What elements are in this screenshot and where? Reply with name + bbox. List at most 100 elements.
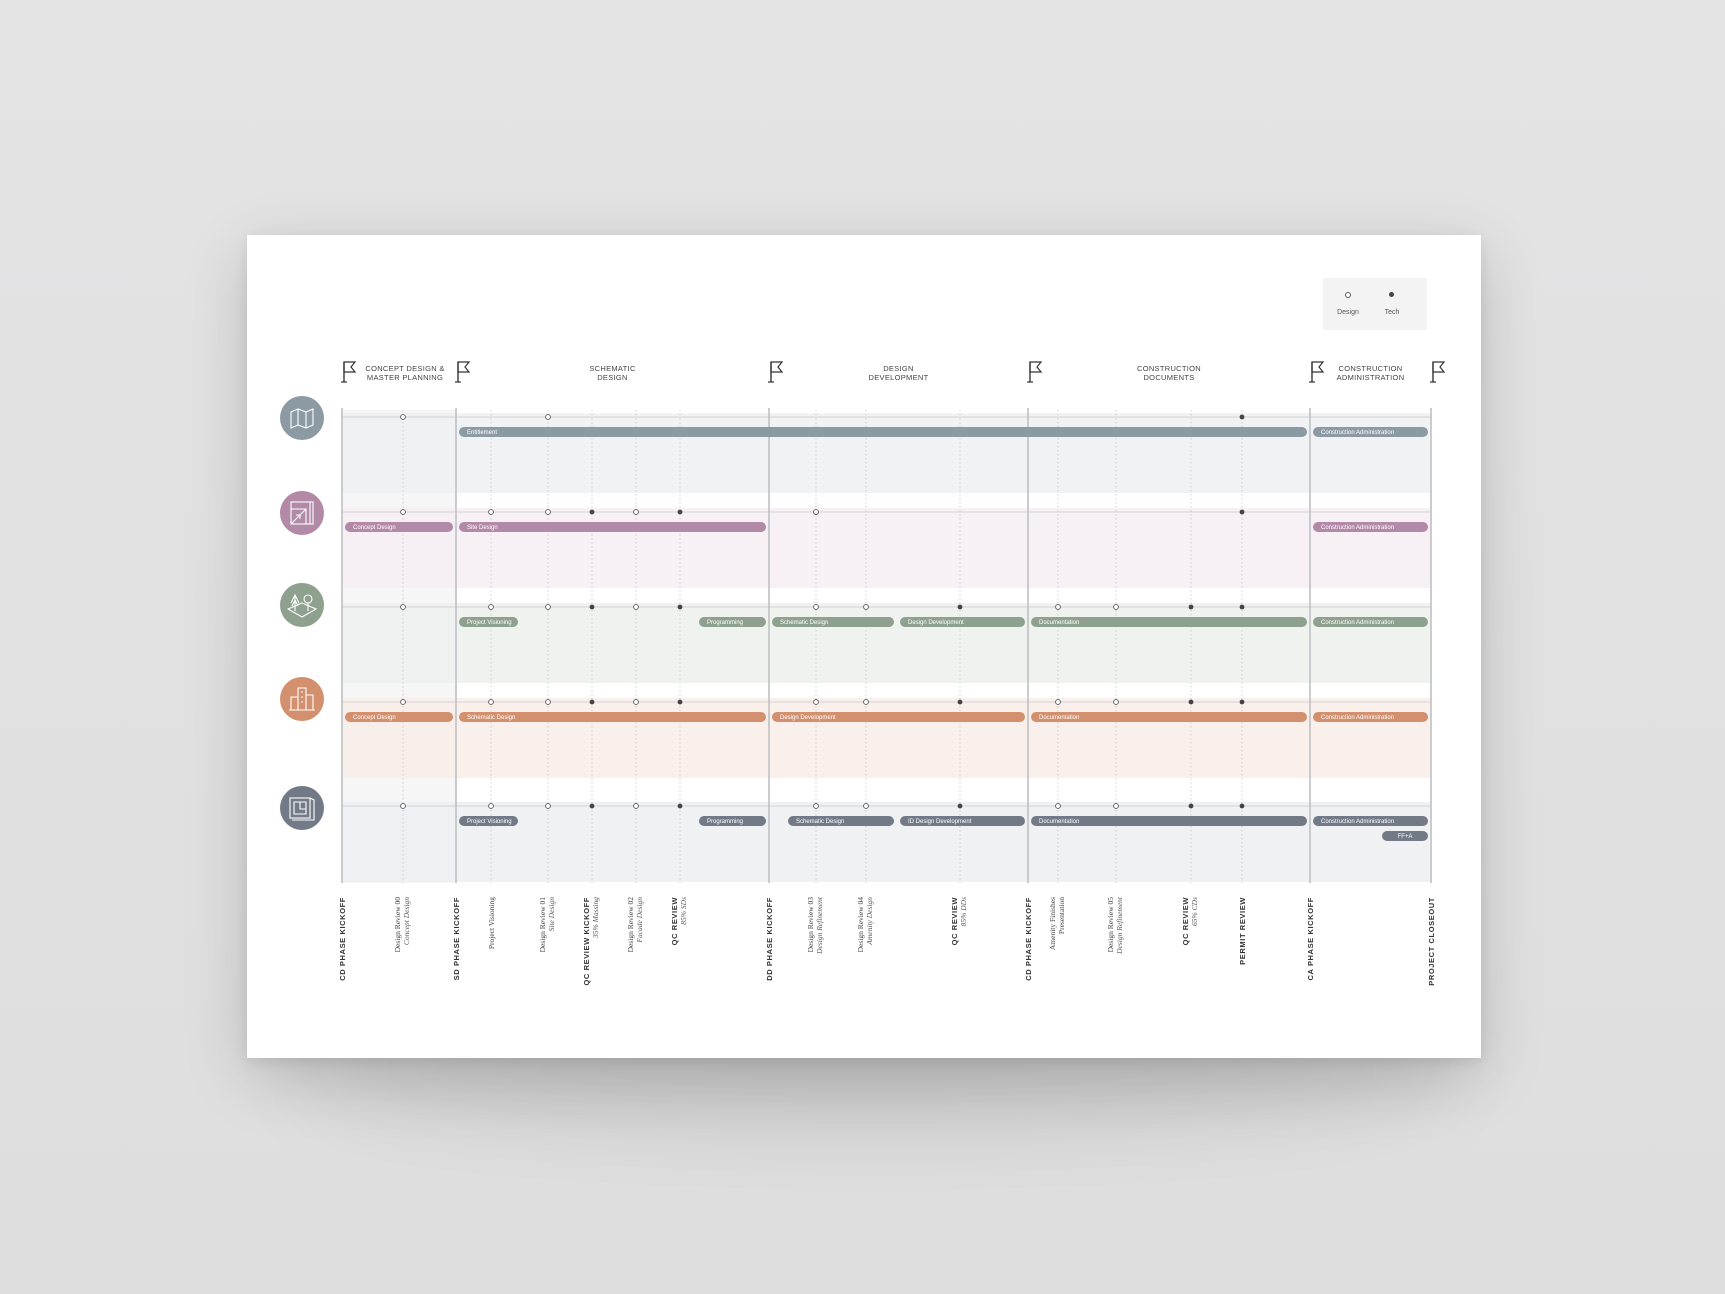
phase-bar: Construction Administration [1313,427,1428,437]
phase-label: SCHEMATIC [589,364,636,373]
design-milestone-marker [545,803,551,809]
tech-milestone-marker [1239,414,1245,420]
milestone-label: QC REVIEW KICKOFF 35% Massing [582,897,600,986]
milestone-name: Design Review 05 [1106,897,1115,953]
legend-item-tech: Tech [1367,278,1417,330]
milestone-name: QC REVIEW [670,897,679,946]
milestone-name: CA PHASE KICKOFF [1306,897,1315,981]
phase-label: DESIGN [597,373,628,382]
bar-label: Construction Administration [1321,715,1394,721]
design-milestone-marker [813,803,819,809]
milestone-subtitle: 85% SDs [679,897,688,925]
bar-label: Schematic Design [780,620,828,626]
phase-bar: Construction Administration [1313,617,1428,627]
bar-label: Design Development [908,620,964,626]
phase-bar: Schematic Design [772,617,894,627]
milestone-name: Design Review 02 [626,897,635,953]
bar-label: Design Development [780,715,836,721]
flag-icon [768,361,784,383]
design-milestone-marker [400,803,406,809]
bar-label: Concept Design [353,715,396,721]
bar-label: Project Visioning [467,819,512,825]
milestone-label: Amenity Finishes Presentation [1048,897,1066,950]
design-milestone-marker [1055,803,1061,809]
tech-milestone-marker [957,699,963,705]
design-milestone-marker [488,699,494,705]
milestone-name: DD PHASE KICKOFF [765,897,774,981]
bar-label: Programming [707,819,743,825]
design-milestone-marker [813,604,819,610]
milestone-subtitle: Presentation [1057,897,1066,934]
design-milestone-marker [545,509,551,515]
design-milestone-marker [1055,604,1061,610]
design-milestone-marker [633,699,639,705]
phase-bar: Schematic Design [459,712,766,722]
milestone-name: Project Visioning [487,897,496,949]
milestone-name: Design Review 04 [856,897,865,953]
tech-milestone-marker [1239,604,1245,610]
milestone-subtitle: Amenity Design [865,897,874,946]
tech-milestone-marker [677,604,683,610]
phase-bar: Construction Administration [1313,712,1428,722]
milestone-subtitle: 35% Massing [591,897,600,939]
bar-label: Construction Administration [1321,620,1394,626]
milestone-label: Design Review 05 Design Refinement [1106,896,1124,955]
legend-label: Tech [1384,309,1400,316]
milestone-name: PERMIT REVIEW [1238,897,1247,965]
design-milestone-marker [633,509,639,515]
tech-milestone-marker [1188,803,1194,809]
phase-bar: Design Development [900,617,1025,627]
milestone-name: SD PHASE KICKOFF [452,897,461,980]
bar-label: Programming [707,620,743,626]
milestone-name: Design Review 01 [538,897,547,953]
lane-band [342,698,1431,778]
timeline-sheet: Design Tech CONCEPT DESIGN & MASTER PLANN… [247,235,1481,1058]
map-icon [280,396,324,440]
milestone-subtitle: 85% DDs [959,897,968,926]
milestone-label: DD PHASE KICKOFF [765,897,774,981]
milestone-label: CD PHASE KICKOFF [338,897,347,981]
bar-label: Entitlement [467,430,497,436]
filled-dot-icon [1389,292,1394,297]
design-milestone-marker [863,803,869,809]
flag-icon [1027,361,1043,383]
phase-bar: Documentation [1031,816,1307,826]
legend: Design Tech [1323,278,1427,330]
open-dot-icon [1345,292,1351,298]
design-milestone-marker [1055,699,1061,705]
tech-milestone-marker [957,803,963,809]
design-milestone-marker [813,509,819,515]
milestone-name: PROJECT CLOSEOUT [1427,897,1436,986]
tech-milestone-marker [677,509,683,515]
design-milestone-marker [813,699,819,705]
milestone-name: Design Review 00 [393,897,402,953]
phase-bar: Design Development [772,712,1025,722]
phase-bar: Construction Administration [1313,522,1428,532]
landscape-icon [280,583,324,627]
phase-label: DESIGN [883,364,914,373]
bar-label: Documentation [1039,715,1079,721]
timeline-chart: CONCEPT DESIGN &MASTER PLANNING SCHEMATIC… [280,361,1446,986]
phase-label: MASTER PLANNING [367,373,443,382]
design-milestone-marker [400,699,406,705]
milestone-label: PROJECT CLOSEOUT [1427,897,1436,986]
milestone-label: PERMIT REVIEW [1238,897,1247,965]
lane-band [342,802,1431,882]
phase-bar: ID Design Development [900,816,1025,826]
tech-milestone-marker [677,803,683,809]
bar-label: Concept Design [353,525,396,531]
flag-icon [341,361,357,383]
design-milestone-marker [863,604,869,610]
tech-milestone-marker [677,699,683,705]
milestone-subtitle: 65% CDs [1190,897,1199,926]
bar-label: Construction Administration [1321,430,1394,436]
blueprint-icon [280,491,324,535]
flag-icon [1309,361,1325,383]
design-milestone-marker [488,803,494,809]
phase-bar: Documentation [1031,712,1307,722]
phase-label: CONSTRUCTION [1137,364,1201,373]
milestone-name: Amenity Finishes [1048,897,1057,950]
milestone-label: QC REVIEW 65% CDs [1181,897,1199,946]
lane-band [342,413,1431,493]
phase-bar: Concept Design [345,522,453,532]
